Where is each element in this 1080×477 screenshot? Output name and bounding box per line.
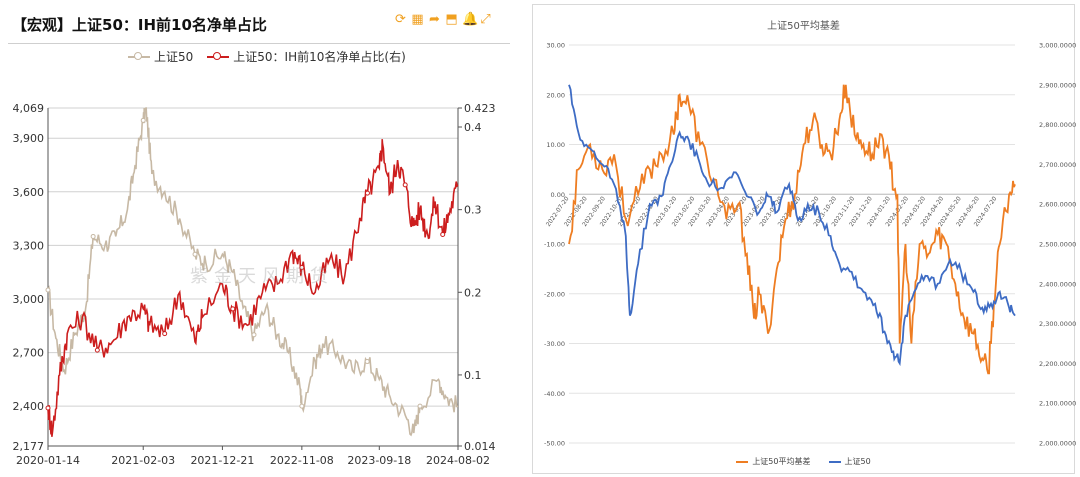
y-right-tick-label: 2,800.0000 [1039,121,1076,129]
share-icon[interactable]: ➦ [429,12,440,27]
legend-item[interactable]: 上证50：IH前10名净单占比(右) [207,48,406,65]
y-left-tick-label: 30.00 [546,42,565,50]
legend-item[interactable]: 上证50 [128,48,193,65]
series-line [47,107,459,437]
y-right-tick-label: 0.4 [464,121,482,134]
legend-line-marker-icon [207,51,230,62]
series-point [417,403,423,409]
legend-label: 上证50 [844,457,871,466]
y-left-tick-label: 2,400 [13,400,45,413]
left-chart-legend: 上证50 上证50：IH前10名净单占比(右) [128,48,406,65]
legend-label: 上证50 [154,50,194,64]
series-point [45,405,51,411]
y-left-tick-label: 3,000 [13,293,45,306]
y-right-tick-label: 0.014 [464,440,496,453]
series-point [192,251,198,257]
x-tick-label: 2023-09-18 [347,454,411,467]
y-right-tick-label: 2,400.0000 [1039,280,1076,288]
y-right-tick-label: 2,500.0000 [1039,241,1076,249]
series-point [402,182,408,188]
series-point [230,306,236,312]
refresh-icon[interactable]: ⟳ [395,12,406,27]
series-point [364,190,370,196]
series-point [251,332,257,338]
y-left-tick-label: -20.00 [544,290,565,298]
y-right-tick-label: 0.1 [464,369,482,382]
bell-icon[interactable]: 🔔 [462,12,479,27]
series-point [440,231,446,237]
series-point [162,331,168,337]
right-chart-title: 上证50平均基差 [767,21,840,32]
legend-item[interactable]: 上证50 [828,456,871,467]
y-left-tick-label: 3,600 [13,186,45,199]
x-tick-label: 2022-11-08 [270,454,334,467]
right-chart-legend: 上证50平均基差 上证50 [533,456,1074,467]
y-right-tick-label: 2,700.0000 [1039,161,1076,169]
series-point [364,359,370,364]
export-icon[interactable]: ⬒ [445,12,458,27]
legend-swatch [736,460,749,463]
table-icon[interactable]: ▦ [411,12,424,27]
y-right-tick-label: 2,300.0000 [1039,320,1076,328]
series-point [45,287,51,293]
chart-toolbar: ⟳ ▦ ➦ ⬒ 🔔 ⤢ [394,13,492,26]
y-left-tick-label: 10.00 [546,141,565,149]
y-right-tick-label: 0.2 [464,286,482,299]
right-chart-plot: -50.00 -40.00 -30.00 -20.00 -10.00 0.00 10.00 2… [544,42,1076,448]
x-tick-label: 2021-02-03 [111,454,175,467]
left-chart-plot: 2,177 2,400 2,700 3,000 3,300 3,600 3,900 4,069… [13,102,496,467]
y-left-tick-label: -30.00 [544,340,565,348]
legend-item[interactable]: 上证50平均基差 [736,456,811,467]
y-right-tick-label: 0.3 [464,204,482,217]
title-divider [8,43,510,44]
legend-label: 上证50：IH前10名净单占比(右) [233,50,406,64]
expand-icon[interactable]: ⤢ [480,12,491,27]
series-point [94,347,100,353]
left-chart-panel: 【宏观】上证50：IH前10名净单占比 ⟳ ▦ ➦ ⬒ 🔔 ⤢ 上证50 上证50：IH前1… [0,0,520,477]
y-left-tick-label: 2,700 [13,347,45,360]
x-tick-label: 2021-12-21 [190,454,254,467]
y-right-tick-label: 2,900.0000 [1039,81,1076,89]
y-left-tick-label: 3,300 [13,239,45,252]
y-right-tick-label: 3,000.0000 [1039,42,1076,50]
legend-label: 上证50平均基差 [752,457,811,466]
legend-line-marker-icon [128,51,150,62]
series-point [299,403,305,409]
series-point [140,117,146,123]
watermark: 紫金天风期货 [190,266,334,287]
series-line [568,84,1016,375]
series-line [568,84,1016,367]
y-left-tick-label: 2,177 [13,440,45,453]
y-right-tick-label: 2,100.0000 [1039,400,1076,408]
y-left-tick-label: 3,900 [13,132,45,145]
y-right-tick-label: 0.423 [464,102,496,115]
y-left-tick-label: 4,069 [13,102,45,115]
right-chart-panel: 上证50平均基差 -50.00 -40.00 -30.00 -20.00 -10.00 0… [532,4,1076,474]
y-right-tick-label: 2,000.0000 [1039,440,1076,448]
y-right-tick-label: 2,600.0000 [1039,201,1076,209]
legend-swatch [828,460,841,463]
series-line [47,139,459,437]
y-left-tick-label: 20.00 [546,91,565,99]
y-left-tick-label: -50.00 [544,440,565,448]
series-point [299,264,305,270]
left-chart-title: 【宏观】上证50：IH前10名净单占比 [12,16,267,34]
x-tick-label: 2020-01-14 [16,454,80,467]
y-left-tick-label: 0.00 [551,191,565,199]
y-left-tick-label: -40.00 [544,390,565,398]
x-tick-label: 2024-08-02 [426,454,490,467]
series-point [90,233,96,239]
y-left-tick-label: -10.00 [544,241,565,249]
y-right-tick-label: 2,200.0000 [1039,360,1076,368]
